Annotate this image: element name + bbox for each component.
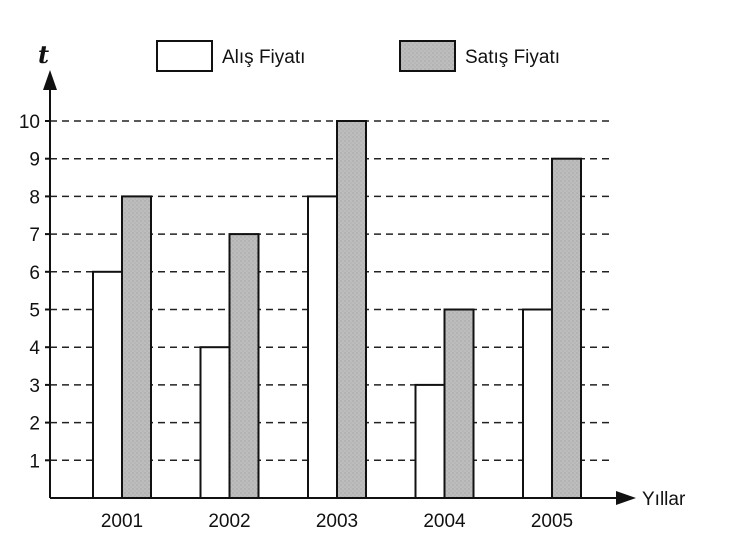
x-axis-arrow-icon [616, 491, 636, 505]
bar-alis-fiyati [92, 270, 123, 499]
y-tick-label: 10 [19, 112, 40, 133]
y-tick-label: 8 [29, 187, 40, 208]
x-category-label: 2003 [316, 511, 358, 532]
bar-satis-fiyati [336, 120, 367, 499]
bar-alis-fiyati [522, 308, 553, 499]
bars [92, 120, 582, 500]
y-tick-label: 7 [29, 225, 40, 246]
x-category-label: 2002 [208, 511, 250, 532]
legend-swatch-satis [399, 40, 456, 72]
bar-satis-fiyati [121, 195, 152, 499]
bar-satis-fiyati [443, 308, 475, 499]
x-axis-categories: 2001 2002 2003 2004 2005 [101, 511, 573, 532]
legend: Alış Fiyatı Satış Fiyatı [156, 40, 560, 72]
bar-alis-fiyati [199, 346, 231, 500]
x-axis-title: Yıllar [642, 489, 686, 510]
y-axis-arrow-icon [43, 70, 57, 90]
y-tick-label: 1 [29, 451, 40, 472]
bar-alis-fiyati [307, 195, 338, 499]
x-category-label: 2001 [101, 511, 143, 532]
bar-satis-fiyati [551, 157, 582, 499]
y-axis-title: t [38, 40, 49, 69]
y-tick-label: 3 [29, 376, 40, 397]
x-category-label: 2004 [423, 511, 466, 532]
legend-label-alis: Alış Fiyatı [222, 47, 305, 68]
y-axis-ticks: 1 2 3 4 5 6 7 8 9 10 [19, 112, 50, 472]
y-tick-label: 5 [29, 301, 40, 322]
y-tick-label: 4 [29, 338, 40, 359]
legend-label-satis: Satış Fiyatı [465, 47, 560, 68]
y-tick-label: 6 [29, 263, 40, 284]
y-tick-label: 2 [29, 414, 40, 435]
bar-satis-fiyati [228, 233, 260, 499]
x-category-label: 2005 [531, 511, 573, 532]
y-tick-label: 9 [29, 150, 40, 171]
bar-alis-fiyati [414, 383, 446, 499]
legend-swatch-alis [156, 40, 213, 72]
